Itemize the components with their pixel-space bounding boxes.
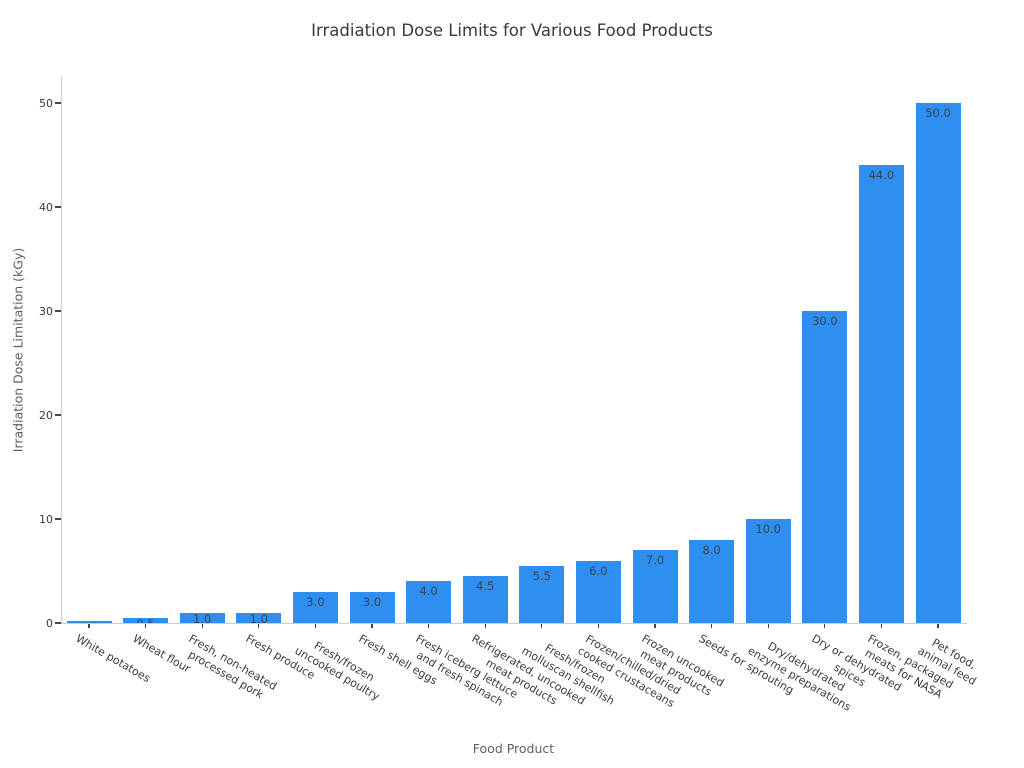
bar-value-label: 0.2 <box>67 621 112 623</box>
bar-fresh-shell-eggs: 3.0 <box>349 592 395 623</box>
y-tick-label: 40 <box>39 200 53 214</box>
bar-fresh-frozen-uncooked-poultry: 3.0 <box>292 592 338 623</box>
bar-pet-food-animal-feed: 50.0 <box>915 103 961 623</box>
bar-dry-dehydrated-enzyme-preparations: 10.0 <box>745 519 791 623</box>
bar-value-label: 50.0 <box>925 106 951 120</box>
bar-value-label: 1.0 <box>193 613 212 623</box>
bar-value-label: 1.0 <box>249 613 268 623</box>
bar-fresh-non-heated-processed-pork: 1.0 <box>179 613 225 623</box>
x-tick-mark <box>880 624 883 628</box>
y-tick-mark <box>55 518 61 520</box>
bar-wheat-flour: 0.5 <box>123 618 169 623</box>
y-axis-spine <box>60 77 62 624</box>
y-tick-label: 10 <box>39 512 53 526</box>
x-tick-mark <box>597 624 600 628</box>
bar-refrigerated-uncooked-meat-products: 4.5 <box>462 576 508 623</box>
bar-value-label: 6.0 <box>589 564 608 578</box>
bar-frozen-chilled-dried-cooked-crustaceans: 6.0 <box>575 561 621 623</box>
bar-value-label: 4.5 <box>476 579 495 593</box>
x-tick-label: Pet food, animal feed <box>916 632 994 687</box>
bar-value-label: 0.5 <box>123 618 168 623</box>
y-tick-mark <box>55 414 61 416</box>
x-axis-title: Food Product <box>472 741 555 756</box>
y-tick-mark <box>55 206 61 208</box>
x-tick-mark <box>824 624 826 628</box>
bar-white-potatoes: 0.2 <box>66 621 112 623</box>
bar-value-label: 5.5 <box>532 569 551 583</box>
y-tick-mark <box>55 310 61 312</box>
bar-value-label: 7.0 <box>645 553 665 567</box>
x-tick-mark <box>144 624 147 628</box>
bar-frozen-packaged-meats-for-nasa: 44.0 <box>858 165 904 623</box>
y-tick-mark <box>55 622 61 624</box>
chart-title: Irradiation Dose Limits for Various Food… <box>311 21 713 40</box>
x-tick-mark <box>484 624 486 628</box>
y-tick-label: 30 <box>39 304 53 318</box>
x-tick-mark <box>654 624 656 628</box>
y-tick-label: 20 <box>39 408 53 422</box>
x-tick-mark <box>371 624 373 628</box>
y-tick-label: 50 <box>39 96 53 110</box>
bar-value-label: 30.0 <box>811 314 838 328</box>
x-tick-mark <box>710 624 713 628</box>
x-tick-mark <box>427 624 430 628</box>
x-axis-spine <box>60 623 967 624</box>
bar-frozen-uncooked-meat-products: 7.0 <box>632 550 678 623</box>
bar-fresh-produce: 1.0 <box>236 613 282 623</box>
x-tick-mark <box>258 624 260 628</box>
bar-value-label: 4.0 <box>419 584 438 598</box>
x-tick-mark <box>767 624 769 628</box>
x-tick-mark <box>541 624 543 628</box>
bar-value-label: 3.0 <box>306 595 325 609</box>
x-tick-mark <box>88 624 90 628</box>
bar-fresh-frozen-molluscan-shellfish: 5.5 <box>519 566 565 623</box>
x-tick-mark <box>201 624 203 628</box>
bar-value-label: 44.0 <box>868 168 895 182</box>
bar-fresh-iceberg-lettuce-and-fresh-spinach: 4.0 <box>406 581 452 623</box>
bar-value-label: 10.0 <box>755 522 781 536</box>
bar-value-label: 3.0 <box>362 595 382 609</box>
y-tick-label: 0 <box>46 616 53 630</box>
x-tick-mark <box>937 624 939 628</box>
bar-dry-or-dehydrated-spices: 30.0 <box>802 311 848 623</box>
bar-seeds-for-sprouting: 8.0 <box>689 540 735 623</box>
bar-value-label: 8.0 <box>702 543 721 557</box>
x-tick-mark <box>314 624 317 628</box>
y-tick-mark <box>55 102 61 104</box>
